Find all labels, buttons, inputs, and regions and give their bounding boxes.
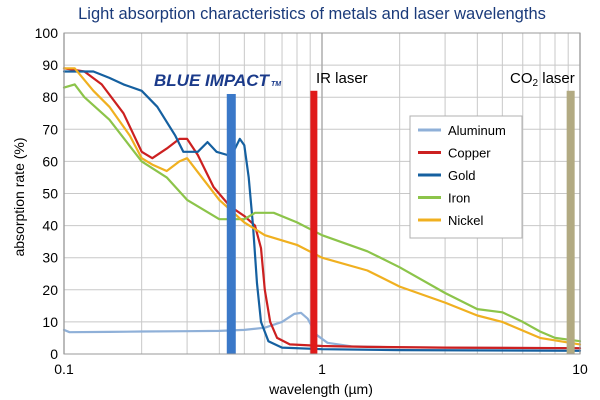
laser-bar-1 bbox=[310, 90, 318, 354]
laser-label-ir: IR laser bbox=[316, 70, 368, 87]
laser-bar-0 bbox=[226, 93, 236, 355]
x-tick-label: 0.1 bbox=[54, 361, 74, 377]
legend-label-copper: Copper bbox=[448, 146, 491, 161]
legend-box bbox=[409, 115, 523, 239]
y-tick-label: 0 bbox=[50, 346, 58, 362]
y-tick-label: 30 bbox=[42, 250, 58, 266]
laser-label-co2: CO2 laser bbox=[510, 70, 575, 89]
laser-label-trademark: TM bbox=[271, 81, 281, 88]
y-tick-label: 10 bbox=[42, 314, 58, 330]
legend-label-iron: Iron bbox=[448, 191, 470, 206]
laser-bars: BLUE IMPACT TM IR laser CO2 laser bbox=[154, 70, 575, 355]
series-line-nickel bbox=[62, 67, 582, 346]
y-tick-label: 80 bbox=[42, 89, 58, 105]
y-tick-label: 20 bbox=[42, 282, 58, 298]
axes: 0 10 20 30 40 50 60 70 80 90 100 0.1 1 10 bbox=[35, 25, 588, 377]
chart-title: Light absorption characteristics of meta… bbox=[78, 5, 546, 23]
y-axis-label: absorption rate (%) bbox=[11, 137, 27, 256]
legend: Aluminum Copper Gold Iron Nickel bbox=[409, 115, 523, 239]
legend-label-gold: Gold bbox=[448, 168, 475, 183]
y-tick-label: 60 bbox=[42, 153, 58, 169]
plot-frame bbox=[63, 32, 581, 355]
y-tick-label: 40 bbox=[42, 218, 58, 234]
y-tick-label: 90 bbox=[42, 57, 58, 73]
y-tick-label: 100 bbox=[35, 25, 59, 41]
legend-label-nickel: Nickel bbox=[448, 213, 484, 228]
x-tick-label: 10 bbox=[572, 361, 588, 377]
laser-label-blue-impact: BLUE IMPACT bbox=[154, 71, 271, 90]
x-axis-label: wavelength (µm) bbox=[268, 381, 373, 397]
y-tick-label: 70 bbox=[42, 121, 58, 137]
legend-label-aluminum: Aluminum bbox=[448, 123, 506, 138]
series-line-iron bbox=[62, 83, 582, 343]
laser-bar-2 bbox=[566, 90, 575, 354]
x-tick-label: 1 bbox=[318, 361, 326, 377]
y-tick-label: 50 bbox=[42, 186, 58, 202]
